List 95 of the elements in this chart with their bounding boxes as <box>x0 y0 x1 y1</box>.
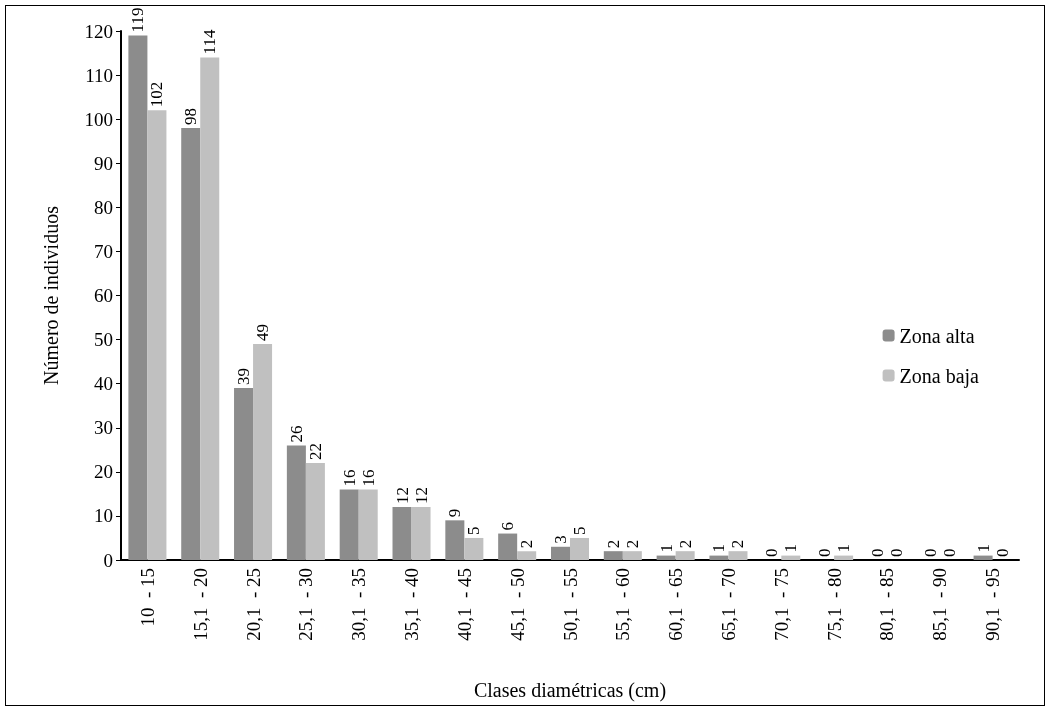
y-tick-label: 70 <box>94 240 113 262</box>
x-tick-label: 55,1 - 60 <box>612 568 634 641</box>
x-tick-label: 15,1 - 20 <box>189 568 211 641</box>
y-tick-label: 10 <box>94 505 113 527</box>
data-label: 16 <box>358 469 378 487</box>
data-label: 1 <box>834 544 854 553</box>
x-tick-label: 30,1 - 35 <box>348 568 370 641</box>
bar <box>339 489 359 560</box>
data-label: 2 <box>728 539 748 549</box>
bar <box>234 388 254 560</box>
y-tick-label: 80 <box>94 196 113 218</box>
y-tick-label: 120 <box>84 20 113 42</box>
bar <box>181 127 201 560</box>
legend-label: Zona alta <box>899 324 975 347</box>
data-label: 0 <box>815 548 835 557</box>
y-tick-label: 50 <box>94 329 113 351</box>
bar <box>834 555 854 560</box>
x-tick-label: 45,1 - 50 <box>506 568 528 641</box>
data-label: 39 <box>234 368 254 386</box>
x-tick-label: 35,1 - 40 <box>401 568 423 641</box>
bar <box>305 463 325 560</box>
bar <box>728 551 748 560</box>
data-label: 49 <box>253 323 273 341</box>
bar <box>656 555 676 560</box>
x-tick-label: 25,1 - 30 <box>295 568 317 641</box>
data-label: 2 <box>622 539 642 549</box>
y-tick-label: 110 <box>85 64 113 86</box>
data-label: 6 <box>498 522 518 531</box>
data-label: 1 <box>781 544 801 553</box>
x-axis-title: Clases diamétricas (cm) <box>473 679 667 702</box>
bar <box>675 551 695 560</box>
x-tick-label: 80,1 - 85 <box>876 568 898 641</box>
y-tick-label: 20 <box>94 461 113 483</box>
data-label: 1 <box>656 544 676 553</box>
data-label: 98 <box>181 107 201 125</box>
data-label: 1 <box>973 544 993 553</box>
data-label: 2 <box>603 539 623 549</box>
bar <box>200 57 220 560</box>
data-label: 2 <box>675 539 695 549</box>
data-label: 26 <box>286 425 306 443</box>
bar <box>517 551 537 560</box>
y-tick-label: 100 <box>84 108 113 130</box>
y-axis-title: Número de individuos <box>40 205 62 385</box>
bar <box>358 489 378 560</box>
bar <box>498 533 518 560</box>
bar <box>550 546 570 560</box>
y-tick-label: 0 <box>103 549 113 571</box>
data-label: 3 <box>550 535 570 544</box>
data-label: 16 <box>339 469 359 487</box>
bar <box>128 35 148 560</box>
x-tick-label: 90,1 - 95 <box>982 568 1004 641</box>
data-label: 12 <box>411 487 431 505</box>
y-tick-label: 40 <box>94 373 113 395</box>
x-tick-label: 40,1 - 45 <box>453 568 475 641</box>
data-label: 5 <box>464 526 484 535</box>
y-tick-label: 30 <box>94 417 113 439</box>
data-label: 0 <box>762 548 782 557</box>
data-label: 114 <box>200 29 220 55</box>
data-label: 1 <box>709 544 729 553</box>
bar <box>570 537 590 560</box>
x-tick-label: 60,1 - 65 <box>665 568 687 641</box>
bar <box>286 445 306 560</box>
legend-label: Zona baja <box>899 364 980 388</box>
bar <box>781 555 801 560</box>
x-tick-label: 50,1 - 55 <box>559 568 581 641</box>
x-tick-label: 65,1 - 70 <box>717 568 739 641</box>
data-label: 0 <box>939 548 959 557</box>
data-label: 0 <box>992 548 1012 557</box>
bar <box>603 551 623 560</box>
data-label: 0 <box>867 548 887 557</box>
data-label: 0 <box>886 548 906 557</box>
data-label: 0 <box>920 548 940 557</box>
x-tick-label: 10 - 15 <box>136 568 158 627</box>
bar <box>622 551 642 560</box>
y-tick-label: 90 <box>94 152 113 174</box>
bar <box>411 507 431 560</box>
bar <box>464 537 484 560</box>
data-label: 5 <box>570 526 590 535</box>
x-tick-label: 20,1 - 25 <box>242 568 264 641</box>
data-label: 119 <box>128 7 148 33</box>
bar <box>392 507 412 560</box>
bar <box>973 555 993 560</box>
x-tick-label: 85,1 - 90 <box>929 568 951 641</box>
data-label: 2 <box>517 539 537 549</box>
bar <box>709 555 729 560</box>
y-tick-label: 60 <box>94 285 113 306</box>
data-label: 12 <box>392 487 412 505</box>
data-label: 9 <box>445 508 465 518</box>
x-tick-label: 70,1 - 75 <box>770 568 792 641</box>
data-label: 22 <box>305 443 325 461</box>
bar <box>147 110 167 560</box>
data-label: 102 <box>147 81 167 108</box>
bar <box>445 520 465 560</box>
x-tick-label: 75,1 - 80 <box>823 568 845 641</box>
bar <box>253 343 273 560</box>
